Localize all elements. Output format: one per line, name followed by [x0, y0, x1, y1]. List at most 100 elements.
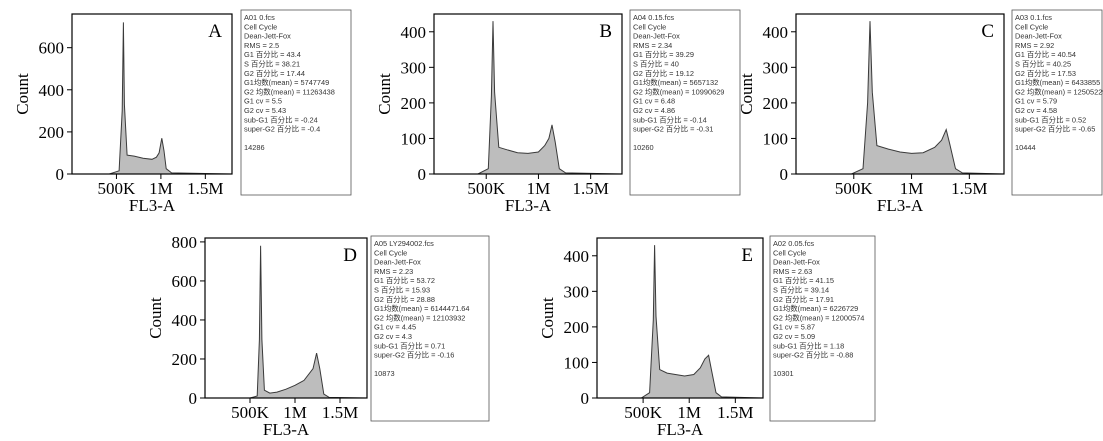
stats-line: Dean-Jett-Fox [374, 258, 421, 267]
stats-line: S 百分比 = 40.25 [1015, 60, 1071, 69]
x-tick-label: 500K [835, 179, 874, 198]
stats-line: A01 0.fcs [244, 13, 275, 22]
panel-a: 0 200 400 600 500K 1M 1.5M FL3-A Count A A01 0.fcs… [13, 9, 352, 215]
x-tick-label: 500K [98, 179, 137, 198]
y-tick-label: 400 [172, 311, 198, 330]
y-tick-label: 0 [189, 389, 198, 408]
x-axis-title: FL3-A [129, 196, 176, 215]
stats-line: 14286 [244, 143, 265, 152]
stats-line: sub-G1 百分比 = -0.14 [633, 115, 707, 124]
histogram-area [72, 22, 232, 175]
panel-d: 0 200 400 600 800 500K 1M 1.5M FL3-A Count D A05 LY… [146, 233, 490, 439]
histogram-area [796, 21, 1004, 174]
stats-line: A05 LY294002.fcs [374, 239, 434, 248]
y-tick-label: 200 [401, 94, 427, 113]
stats-line: Cell Cycle [374, 248, 407, 257]
stats-line: RMS = 2.5 [244, 41, 279, 50]
stats-line: G2 cv = 4.86 [633, 106, 675, 115]
stats-line: 10260 [633, 143, 654, 152]
y-tick-label: 600 [172, 272, 198, 291]
stats-line: G1 百分比 = 39.29 [633, 50, 694, 59]
y-tick-label: 600 [39, 39, 65, 58]
histogram-outline [205, 245, 368, 399]
y-axis-title: Count [538, 297, 557, 339]
stats-line: RMS = 2.23 [374, 267, 413, 276]
stats-line: G1 百分比 = 43.4 [244, 50, 301, 59]
stats-line: super-G2 百分比 = -0.31 [633, 125, 713, 134]
y-tick-label: 0 [581, 389, 590, 408]
stats-line: S 百分比 = 39.14 [773, 286, 829, 295]
stats-line: 10873 [374, 369, 395, 378]
stats-line: G1 cv = 4.45 [374, 323, 416, 332]
stats-line: sub-G1 百分比 = -0.24 [244, 115, 318, 124]
panel-b: 0 100 200 300 400 500K 1M 1.5M FL3-A Count B A04 0.… [375, 9, 741, 215]
stats-line: Cell Cycle [633, 22, 666, 31]
y-tick-label: 300 [401, 58, 427, 77]
x-tick-label: 1.5M [187, 179, 223, 198]
stats-line: Dean-Jett-Fox [1015, 32, 1062, 41]
stats-line: RMS = 2.63 [773, 267, 812, 276]
x-axis-title: FL3-A [263, 420, 310, 439]
y-tick-label: 800 [172, 233, 198, 252]
histogram-area [205, 245, 367, 398]
stats-line: G1 cv = 6.48 [633, 97, 675, 106]
y-tick-label: 400 [401, 23, 427, 42]
x-axis-title: FL3-A [877, 196, 924, 215]
histogram-area [434, 21, 622, 174]
y-tick-label: 0 [56, 165, 65, 184]
plot-frame [204, 237, 368, 399]
stats-line: super-G2 百分比 = -0.65 [1015, 125, 1095, 134]
stats-line: G2 百分比 = 19.12 [633, 69, 694, 78]
stats-line: super-G2 百分比 = -0.16 [374, 351, 454, 360]
panel-e: 0 100 200 300 400 500K 1M 1.5M FL3-A Count E A02 0.… [538, 235, 876, 439]
stats-line: RMS = 2.34 [633, 41, 672, 50]
panel-letter: C [981, 21, 994, 42]
stats-line: G1均数(mean) = 6144471.64 [374, 304, 470, 313]
stats-line: G1 cv = 5.79 [1015, 97, 1057, 106]
stats-line: G2 cv = 4.58 [1015, 106, 1057, 115]
histogram-outline [72, 22, 233, 175]
y-tick-label: 200 [763, 94, 789, 113]
histogram-outline [796, 21, 1005, 175]
plot-frame [433, 13, 623, 175]
x-tick-label: 1.5M [322, 403, 358, 422]
histogram-outline [434, 21, 623, 175]
stats-line: Cell Cycle [244, 22, 277, 31]
stats-line: G2 均数(mean) = 12103932 [374, 313, 465, 322]
stats-line: S 百分比 = 40 [633, 60, 679, 69]
y-axis-title: Count [375, 73, 394, 115]
x-tick-label: 500K [624, 403, 663, 422]
stats-line: S 百分比 = 15.93 [374, 286, 430, 295]
stats-line: 10444 [1015, 143, 1036, 152]
stats-line: super-G2 百分比 = -0.88 [773, 351, 853, 360]
x-tick-label: 1M [149, 179, 173, 198]
y-tick-label: 200 [564, 318, 590, 337]
y-axis-title: Count [737, 73, 756, 115]
stats-line: G2 均数(mean) = 12505229 [1015, 87, 1103, 96]
stats-line: RMS = 2.92 [1015, 41, 1054, 50]
y-tick-label: 400 [564, 247, 590, 266]
stats-line: sub-G1 百分比 = 0.71 [374, 341, 445, 350]
stats-line: sub-G1 百分比 = 1.18 [773, 341, 844, 350]
stats-line: Cell Cycle [1015, 22, 1048, 31]
stats-box-frame [769, 235, 876, 422]
plot-frame [71, 13, 233, 175]
y-tick-label: 400 [763, 23, 789, 42]
x-axis-title: FL3-A [505, 196, 552, 215]
panel-c: 0 100 200 300 400 500K 1M 1.5M FL3-A Count C A03 0.… [737, 9, 1103, 215]
y-tick-label: 100 [401, 129, 427, 148]
stats-line: G2 均数(mean) = 12000574 [773, 313, 864, 322]
stats-line: G1均数(mean) = 6226729 [773, 304, 858, 313]
stats-line: G1 cv = 5.87 [773, 323, 815, 332]
x-tick-label: 1.5M [717, 403, 753, 422]
stats-line: G2 百分比 = 17.44 [244, 69, 305, 78]
stats-line: G1 百分比 = 41.15 [773, 276, 834, 285]
x-tick-label: 1.5M [951, 179, 987, 198]
stats-line: G2 cv = 4.3 [374, 332, 412, 341]
y-tick-label: 200 [39, 123, 65, 142]
panel-letter: E [741, 245, 753, 266]
stats-line: G1均数(mean) = 5747749 [244, 78, 329, 87]
x-tick-label: 1M [283, 403, 307, 422]
